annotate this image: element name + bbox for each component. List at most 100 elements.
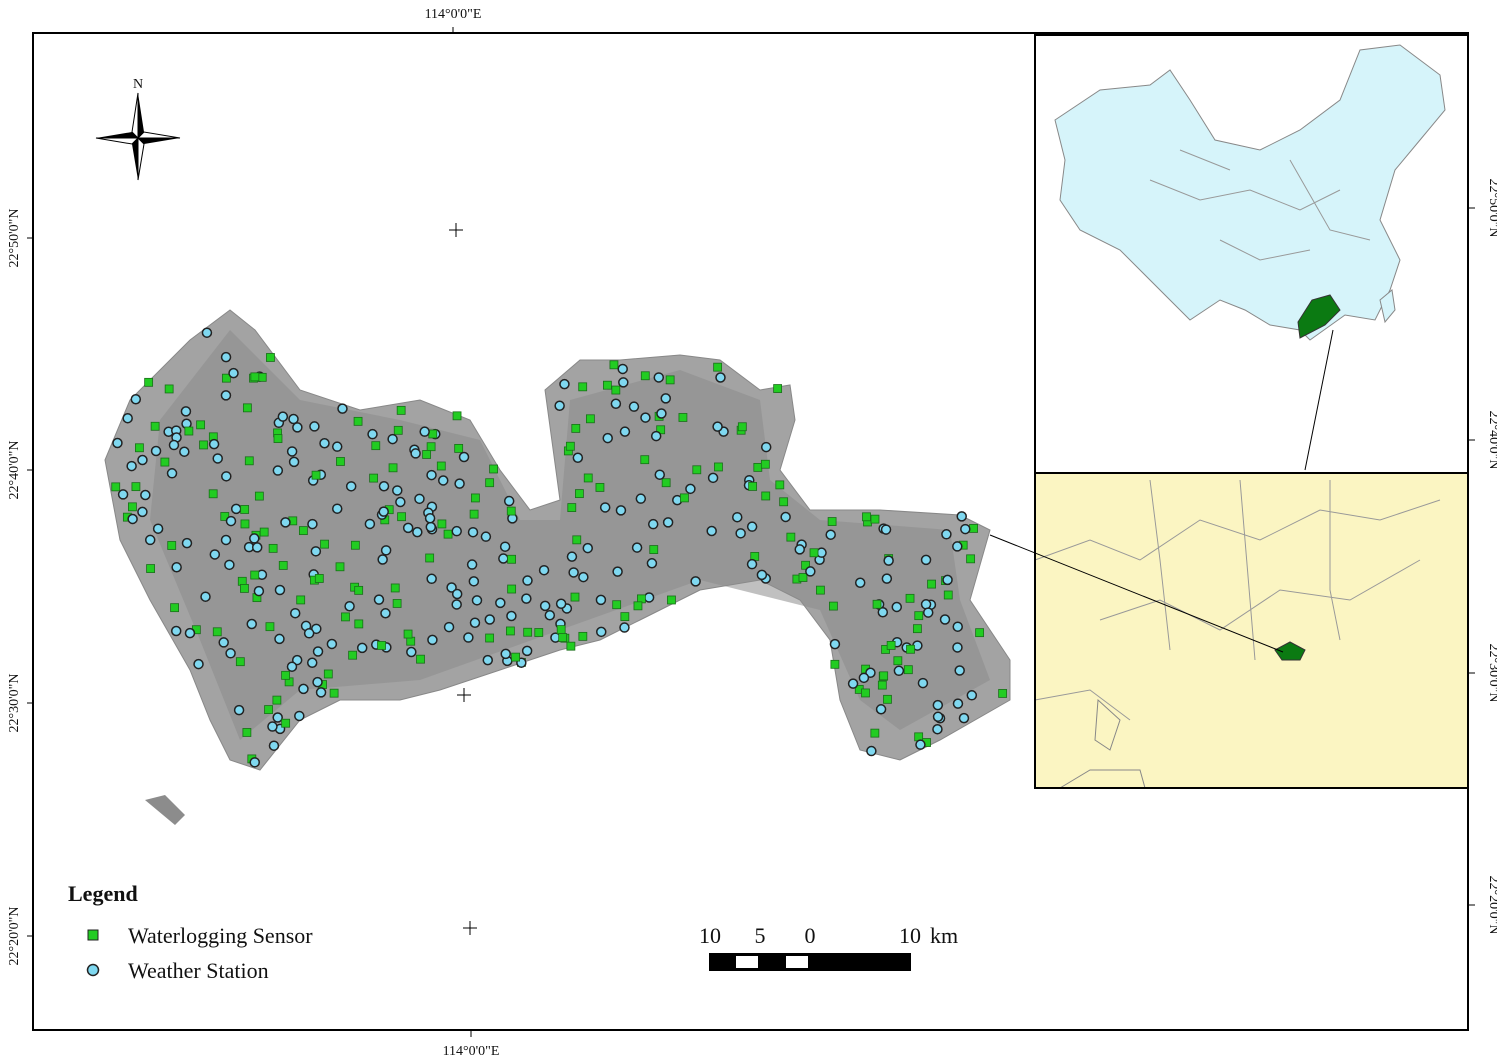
weather-station-point [326, 638, 338, 650]
scale-bar: 10 5 0 10 km [699, 923, 958, 971]
waterlogging-sensor-point [240, 505, 250, 514]
scale-label: 5 [755, 923, 766, 948]
weather-station-point [467, 526, 479, 538]
waterlogging-sensor-point [570, 592, 580, 602]
weather-station-point [952, 621, 963, 632]
waterlogging-sensor-point [150, 421, 160, 431]
weather-station-point [272, 465, 284, 476]
waterlogging-sensor-point [354, 585, 364, 595]
weather-station-point [712, 421, 723, 432]
waterlogging-sensor-point [208, 489, 218, 499]
weather-station-point [482, 654, 494, 666]
waterlogging-sensor-point [250, 570, 260, 580]
weather-station-point [454, 478, 465, 489]
weather-station-point [289, 607, 301, 619]
weather-station-point [201, 327, 213, 338]
weather-station-point [566, 551, 578, 562]
waterlogging-sensor-point [144, 377, 154, 387]
weather-station-point [380, 608, 391, 619]
waterlogging-sensor-point [428, 429, 438, 439]
waterlogging-sensor-point [426, 442, 436, 452]
weather-station-point [291, 654, 303, 666]
weather-station-point [337, 403, 348, 414]
waterlogging-sensor-point [583, 473, 593, 483]
weather-station-point [137, 454, 148, 466]
label-right-lat: 22°50'0"N [1486, 179, 1497, 238]
weather-station-point [249, 533, 260, 544]
weather-station-point [150, 445, 162, 457]
weather-station-point [756, 569, 768, 581]
weather-station-point [319, 437, 330, 449]
waterlogging-sensor-point [425, 553, 435, 563]
weather-station-point [780, 511, 791, 523]
weather-station-point [932, 699, 944, 711]
weather-station-point [690, 576, 701, 587]
waterlogging-sensor-point [966, 554, 976, 564]
weather-station-point [122, 412, 133, 424]
weather-station-point [610, 398, 622, 409]
weather-station-point [443, 621, 455, 633]
waterlogging-sensor-point [565, 441, 575, 451]
weather-station-point [731, 511, 743, 523]
waterlogging-sensor-point [266, 353, 275, 362]
waterlogging-sensor-point [164, 384, 174, 394]
weather-station-point [506, 610, 517, 622]
waterlogging-sensor-point [350, 540, 360, 550]
waterlogging-sensor-point [392, 599, 402, 608]
weather-station-point [267, 721, 278, 732]
weather-station-point [220, 351, 232, 363]
waterlogging-sensor-point [680, 493, 689, 503]
waterlogging-sensor-point [369, 473, 379, 483]
weather-station-point [246, 618, 257, 630]
weather-station-point [395, 496, 406, 508]
waterlogging-sensor-point [454, 443, 464, 453]
weather-station-point [559, 378, 570, 390]
scale-label: 0 [805, 923, 816, 948]
inset-guangdong [1034, 472, 1469, 789]
weather-station-point [331, 441, 343, 452]
weather-station-point [893, 665, 905, 677]
waterlogging-sensor-point [620, 612, 630, 622]
waterlogging-sensor-point [354, 619, 364, 629]
weather-station-point [286, 661, 298, 672]
waterlogging-sensor-point [753, 462, 763, 472]
weather-station-point [952, 698, 964, 709]
waterlogging-sensor-point [713, 362, 723, 372]
waterlogging-sensor-point [872, 599, 882, 609]
waterlogging-sensor-point [761, 491, 771, 501]
weather-station-point [451, 599, 462, 610]
weather-station-point [127, 513, 138, 525]
weather-station-point [760, 441, 772, 453]
waterlogging-sensor-point [335, 562, 345, 572]
weather-station-point [619, 622, 630, 633]
weather-station-point [137, 506, 148, 518]
weather-station-point [572, 452, 584, 463]
weather-station-point [437, 475, 449, 486]
label-left-lat: 22°40'0"N [7, 441, 22, 500]
waterlogging-sensor-point [393, 425, 403, 435]
weather-station-point [829, 638, 841, 650]
weather-station-point [499, 541, 511, 552]
waterlogging-sensor-point [912, 624, 922, 634]
weather-station-point [451, 525, 462, 537]
waterlogging-sensor-point [575, 489, 584, 499]
weather-station-point [209, 549, 221, 560]
weather-station-point [144, 534, 156, 546]
waterlogging-sensor-point [242, 403, 252, 413]
waterlogging-sensor-point [160, 457, 170, 467]
waterlogging-sensor-point [422, 450, 432, 459]
weather-station-point [373, 594, 385, 605]
weather-station-point [181, 537, 193, 549]
waterlogging-sensor-point [779, 497, 789, 507]
weather-station-point [303, 628, 315, 639]
weather-station-point [312, 676, 323, 688]
waterlogging-sensor-point [609, 360, 619, 370]
weather-station-point [412, 526, 423, 538]
waterlogging-sensor-point [437, 519, 447, 529]
weather-station-point [392, 485, 403, 496]
waterlogging-sensor-point [135, 443, 144, 453]
waterlogging-sensor-point [905, 593, 915, 603]
waterlogging-sensor-point [870, 728, 880, 738]
weather-station-point [414, 493, 425, 505]
